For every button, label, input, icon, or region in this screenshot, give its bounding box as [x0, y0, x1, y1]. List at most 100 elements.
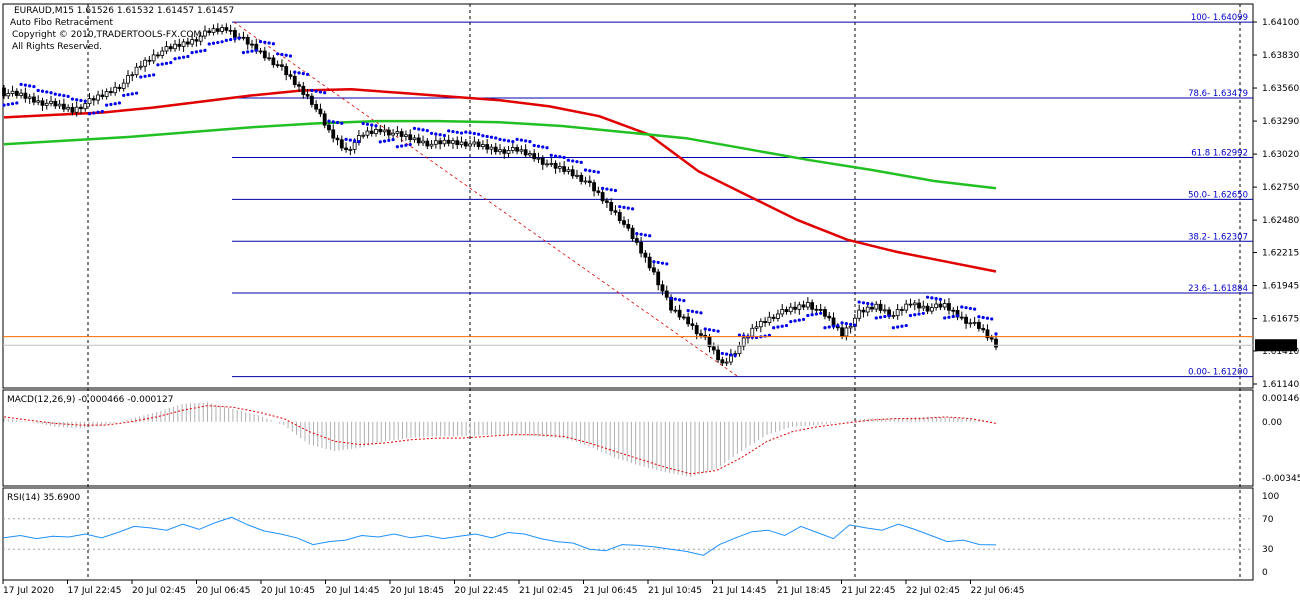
candle-body: [130, 74, 135, 77]
sar-dot: [878, 315, 883, 319]
y-tick-label: 1.61675: [1262, 315, 1299, 325]
sar-dot: [152, 73, 156, 77]
sar-dot: [665, 262, 669, 266]
candle-body: [446, 139, 451, 144]
sar-dot: [447, 129, 451, 133]
sar-dot: [549, 153, 553, 157]
sar-dot: [395, 145, 399, 149]
x-tick-label: 21 Jul 06:45: [584, 586, 638, 596]
candle-body: [528, 153, 532, 156]
price-line: [3, 336, 1253, 346]
candle-body: [472, 141, 477, 145]
sar-dot: [682, 298, 686, 303]
candle-body: [805, 302, 810, 308]
candle-body: [823, 309, 827, 317]
sar-dot: [789, 320, 793, 324]
candle-body: [882, 309, 887, 312]
current-price-label: 1.61457: [1260, 341, 1297, 351]
candle-body: [515, 147, 520, 152]
sar-dot: [53, 92, 57, 96]
sar-dot: [583, 168, 588, 172]
sar-dot: [186, 54, 190, 59]
sar-dot: [528, 140, 532, 144]
sar-dot: [408, 142, 412, 147]
candle-body: [566, 169, 571, 172]
sar-dot: [793, 319, 797, 323]
sar-dot: [211, 41, 216, 45]
candle-body: [652, 267, 656, 273]
candle-body: [878, 303, 883, 311]
candle-body: [681, 316, 686, 319]
candle-body: [382, 129, 387, 133]
sar-dot: [707, 328, 712, 332]
candle-body: [947, 303, 951, 311]
sar-dot: [857, 300, 861, 304]
candle-body: [506, 150, 511, 154]
moving-averages: [3, 88, 997, 273]
sar-dot: [267, 41, 271, 45]
rsi-y-tick-label: 30: [1262, 545, 1274, 555]
sar-dot: [596, 170, 600, 174]
candle-body: [245, 37, 250, 45]
sar-dot: [772, 326, 776, 330]
sar-dot: [387, 138, 391, 142]
y-tick-label: 1.63020: [1262, 150, 1299, 160]
x-tick-label: 20 Jul 06:45: [197, 586, 251, 596]
candle-body: [818, 308, 823, 311]
sar-dot: [669, 296, 673, 300]
candle-body: [395, 131, 400, 134]
candle-body: [211, 28, 216, 33]
sar-dot: [122, 93, 126, 97]
macd-y-tick-label: -0.003458: [1262, 474, 1300, 484]
x-tick-label: 21 Jul 02:45: [519, 586, 573, 596]
sar-dot: [280, 52, 284, 57]
sar-dot: [305, 72, 310, 76]
candle-body: [647, 256, 652, 269]
sar-dot: [955, 314, 960, 318]
sar-dot: [853, 323, 857, 327]
sar-dot: [6, 102, 10, 107]
sar-dot: [990, 317, 994, 321]
candle-body: [348, 148, 353, 151]
candle-body: [463, 141, 468, 147]
candle-body: [404, 134, 408, 137]
candle-body: [938, 303, 943, 308]
candle-body: [694, 325, 699, 335]
candle-body: [262, 50, 267, 59]
x-tick-label: 21 Jul 22:45: [842, 586, 896, 596]
sar-dot: [947, 315, 951, 319]
x-tick-label: 20 Jul 14:45: [326, 586, 380, 596]
candle-body: [57, 103, 62, 107]
candle-body: [921, 305, 926, 309]
candle-body: [53, 100, 58, 107]
sar-dot: [105, 103, 109, 107]
sar-dot: [925, 295, 930, 299]
x-tick-label: 17 Jul 22:45: [68, 586, 122, 596]
candle-body: [934, 303, 939, 308]
sar-dot: [506, 139, 511, 143]
candle-body: [690, 323, 695, 326]
sar-dot: [660, 261, 665, 265]
sar-dot: [806, 313, 810, 318]
sar-dot: [648, 234, 652, 238]
candle-body: [639, 241, 644, 254]
candle-body: [399, 131, 404, 137]
candle-body: [275, 64, 280, 67]
candle-body: [36, 100, 41, 103]
candle-body: [848, 325, 853, 329]
candle-body: [442, 139, 447, 145]
candle-body: [737, 345, 742, 355]
candle-body: [292, 75, 297, 86]
candle-body: [964, 316, 968, 324]
candle-body: [741, 337, 746, 347]
sar-dot: [62, 94, 66, 98]
candle-body: [485, 144, 490, 150]
sar-dot: [622, 205, 626, 210]
candle-body: [331, 129, 336, 139]
sar-dot: [566, 158, 571, 162]
x-tick-label: 20 Jul 18:45: [390, 586, 444, 596]
candle-body: [314, 104, 319, 110]
sar-dot: [246, 50, 250, 54]
sar-dot: [601, 186, 605, 190]
sar-dot: [49, 91, 53, 95]
